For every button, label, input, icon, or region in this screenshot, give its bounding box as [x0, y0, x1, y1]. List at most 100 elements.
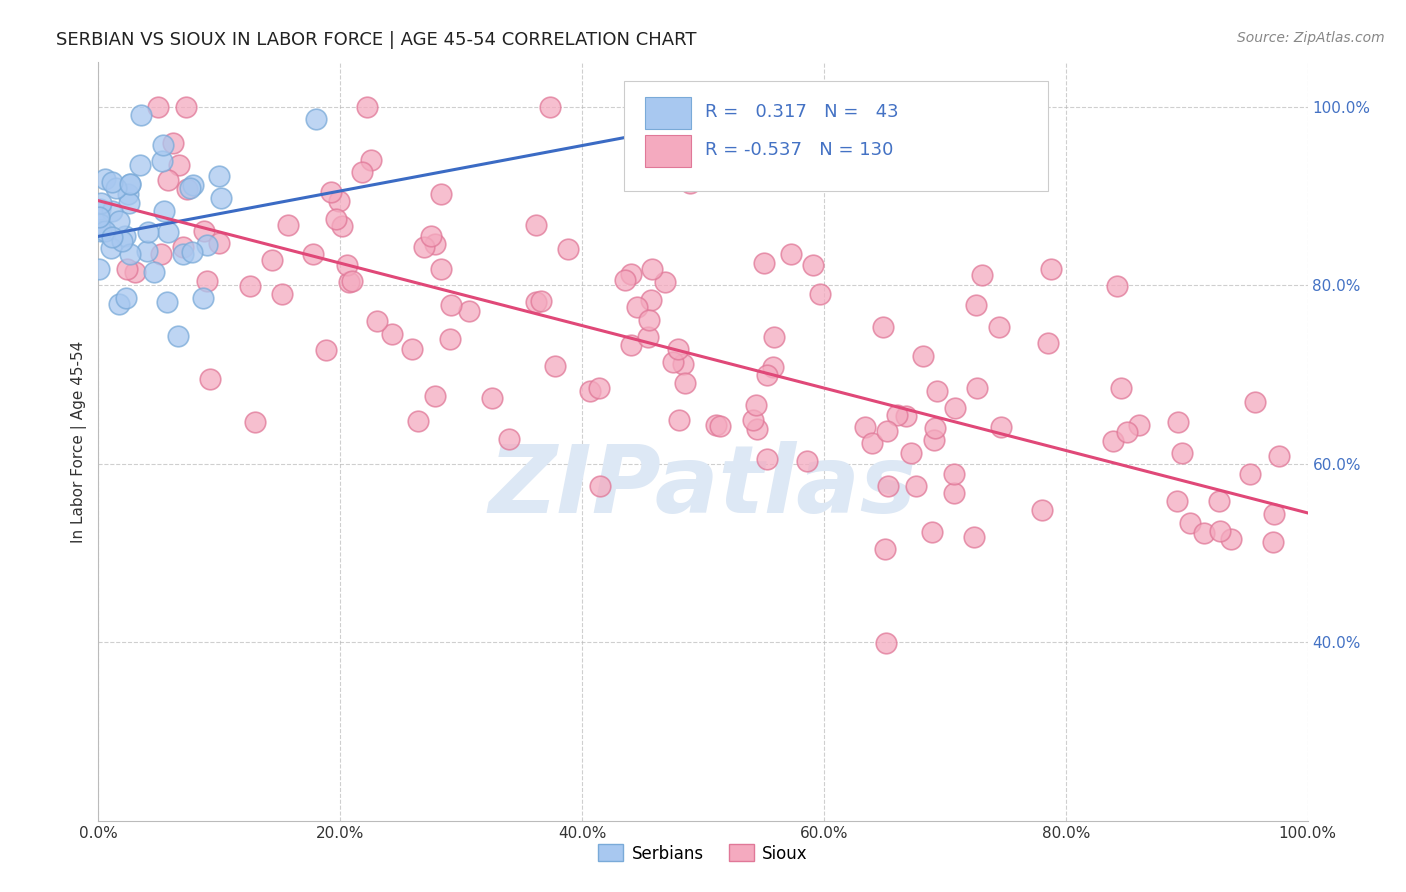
Point [557, 242, 579, 256]
Point [457, 304, 479, 318]
Point [155, 295, 177, 310]
Point [1192, 526, 1215, 541]
Point [172, 240, 194, 254]
Point [430, 186, 453, 201]
Point [430, 262, 453, 277]
Point [208, 235, 231, 250]
Point [924, 421, 946, 435]
Point [588, 381, 610, 395]
Point [167, 329, 190, 343]
Point [662, 354, 685, 368]
Point [970, 268, 993, 282]
Text: ZIPatlas: ZIPatlas [489, 441, 917, 533]
Point [152, 138, 174, 153]
Point [755, 368, 778, 382]
Point [179, 181, 201, 195]
Point [741, 412, 763, 426]
Point [115, 291, 138, 305]
Point [1267, 449, 1289, 463]
Point [498, 433, 520, 447]
Point [172, 247, 194, 261]
Point [146, 100, 169, 114]
Point [136, 244, 159, 259]
Point [89, 202, 111, 216]
Point [780, 247, 803, 261]
Point [672, 357, 695, 371]
Point [1209, 524, 1232, 539]
Point [530, 294, 553, 309]
Point [579, 384, 602, 399]
Point [157, 173, 180, 187]
Point [439, 332, 461, 346]
Point [987, 319, 1010, 334]
Point [1244, 394, 1267, 409]
Point [638, 313, 661, 327]
Point [195, 237, 218, 252]
Point [877, 478, 900, 492]
Point [337, 275, 360, 289]
Point [183, 178, 205, 193]
Text: SERBIAN VS SIOUX IN LABOR FORCE | AGE 45-54 CORRELATION CHART: SERBIAN VS SIOUX IN LABOR FORCE | AGE 45… [56, 31, 697, 49]
Point [319, 185, 342, 199]
Point [277, 218, 299, 232]
Point [709, 418, 731, 433]
Point [921, 524, 943, 539]
Point [305, 112, 328, 126]
Point [118, 177, 141, 191]
Point [440, 298, 463, 312]
Point [108, 214, 131, 228]
Point [366, 314, 388, 328]
Point [117, 261, 139, 276]
Point [668, 413, 690, 427]
Point [401, 342, 423, 356]
Bar [645, 136, 690, 167]
Point [124, 264, 146, 278]
Text: R =   0.317   N =   43: R = 0.317 N = 43 [706, 103, 898, 121]
Point [1031, 503, 1053, 517]
Text: Source: ZipAtlas.com: Source: ZipAtlas.com [1237, 31, 1385, 45]
Point [89, 262, 111, 277]
Point [1039, 262, 1062, 277]
Point [117, 186, 139, 201]
Point [640, 293, 662, 307]
Point [105, 180, 128, 194]
Point [1128, 418, 1150, 433]
Point [1171, 445, 1194, 459]
Point [419, 229, 441, 244]
Point [911, 349, 934, 363]
Point [886, 409, 908, 423]
Point [942, 467, 965, 481]
Point [620, 338, 643, 352]
Point [1239, 467, 1261, 481]
Point [704, 418, 727, 433]
Point [360, 153, 382, 168]
Point [654, 275, 676, 289]
Point [330, 219, 353, 233]
Point [162, 136, 184, 150]
Point [149, 247, 172, 261]
Point [328, 194, 350, 208]
Point [94, 224, 117, 238]
Point [101, 175, 124, 189]
Point [128, 158, 150, 172]
Point [1208, 494, 1230, 508]
Legend: Serbians, Sioux: Serbians, Sioux [592, 838, 814, 869]
Point [524, 295, 547, 310]
Point [963, 530, 986, 544]
Point [208, 169, 231, 184]
FancyBboxPatch shape [624, 81, 1047, 191]
Point [1166, 493, 1188, 508]
Point [853, 420, 876, 434]
Point [356, 100, 378, 114]
Point [136, 225, 159, 239]
Point [193, 224, 215, 238]
Text: R = -0.537   N = 130: R = -0.537 N = 130 [706, 142, 894, 160]
Point [990, 420, 1012, 434]
Point [637, 330, 659, 344]
Point [875, 636, 897, 650]
Point [89, 211, 111, 225]
Point [153, 203, 176, 218]
Point [209, 191, 232, 205]
Point [922, 433, 945, 447]
Point [174, 100, 197, 114]
